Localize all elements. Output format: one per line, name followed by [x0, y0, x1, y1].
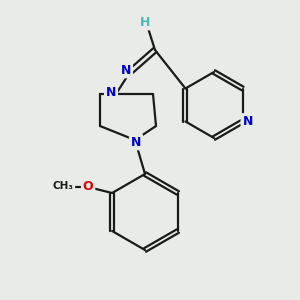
- Text: N: N: [106, 86, 116, 100]
- Text: CH₃: CH₃: [52, 181, 74, 191]
- Text: N: N: [121, 64, 131, 76]
- Text: N: N: [242, 115, 253, 128]
- Text: N: N: [131, 136, 141, 148]
- Text: H: H: [140, 16, 150, 28]
- Text: O: O: [83, 179, 93, 193]
